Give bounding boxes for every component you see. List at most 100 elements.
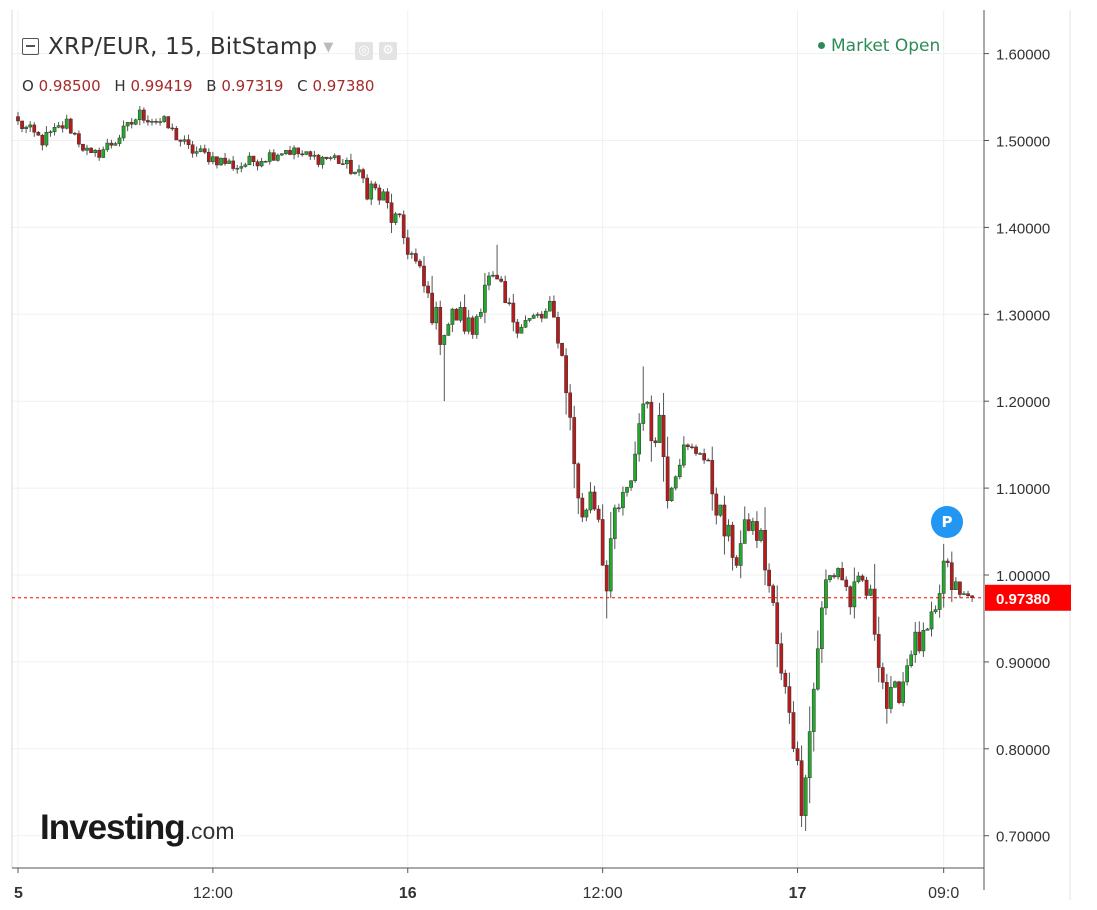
candle-body bbox=[690, 446, 694, 449]
candle-body bbox=[324, 156, 329, 159]
candle-up bbox=[117, 134, 122, 147]
candle-body bbox=[560, 342, 564, 356]
pattern-badge[interactable]: P bbox=[931, 506, 963, 538]
candle-body bbox=[158, 121, 162, 123]
candle-body bbox=[190, 144, 195, 154]
candle-down bbox=[572, 405, 577, 489]
candle-body bbox=[166, 116, 171, 129]
candle-down bbox=[787, 672, 792, 724]
candle-down bbox=[706, 458, 711, 462]
candle-up bbox=[345, 157, 349, 169]
y-tick-label: 0.90000 bbox=[996, 655, 1050, 672]
collapse-icon[interactable] bbox=[22, 38, 39, 55]
candle-down bbox=[349, 153, 353, 176]
candle-body bbox=[791, 712, 796, 749]
candle-up bbox=[393, 212, 398, 226]
ohlc-bid-value: 0.97319 bbox=[221, 77, 284, 95]
logo-suffix: .com bbox=[184, 818, 235, 844]
candle-body bbox=[243, 164, 248, 167]
candle-body bbox=[621, 492, 625, 509]
last-price-label: 0.97380 bbox=[996, 591, 1050, 608]
candle-body bbox=[288, 150, 292, 155]
candle-down bbox=[714, 487, 719, 525]
candle-up bbox=[357, 164, 361, 177]
candle-body bbox=[954, 581, 958, 590]
candle-body bbox=[320, 156, 325, 165]
candle-up bbox=[868, 584, 873, 597]
candle-body bbox=[349, 160, 353, 174]
candle-down bbox=[470, 315, 475, 339]
candle-body bbox=[860, 575, 865, 581]
candle-body bbox=[588, 491, 593, 511]
candle-up bbox=[909, 650, 914, 668]
candle-up bbox=[483, 273, 487, 324]
settings-icon[interactable]: ◎ bbox=[355, 42, 374, 60]
candle-down bbox=[397, 213, 402, 218]
candle-down bbox=[791, 701, 796, 753]
candle-body bbox=[401, 214, 406, 239]
candle-body bbox=[767, 569, 771, 587]
candle-down bbox=[576, 462, 581, 515]
candle-body bbox=[52, 127, 57, 133]
symbol-title[interactable]: XRP/EUR, 15, BitStamp ▼ bbox=[22, 34, 341, 60]
candle-up bbox=[584, 508, 589, 522]
candle-body bbox=[929, 611, 934, 630]
candle-body bbox=[937, 593, 942, 610]
candle-down bbox=[511, 293, 516, 332]
candle-body bbox=[60, 125, 65, 129]
candle-body bbox=[568, 392, 573, 418]
candle-body bbox=[832, 575, 836, 578]
candle-up bbox=[637, 413, 642, 462]
candle-down bbox=[864, 576, 869, 600]
candle-body bbox=[263, 161, 268, 163]
candle-down bbox=[734, 555, 739, 568]
candle-up bbox=[474, 314, 479, 339]
candle-up bbox=[48, 130, 53, 137]
candle-down bbox=[580, 492, 585, 523]
candle-up bbox=[523, 315, 528, 329]
candle-body bbox=[828, 575, 832, 580]
candle-body bbox=[466, 317, 471, 332]
candle-up bbox=[718, 504, 723, 518]
candle-body bbox=[799, 760, 804, 816]
candle-body bbox=[507, 302, 512, 304]
candle-body bbox=[734, 557, 739, 566]
candle-body bbox=[422, 265, 426, 287]
candle-up bbox=[133, 118, 138, 126]
candle-down bbox=[20, 120, 24, 133]
candle-up bbox=[24, 125, 28, 134]
candle-down bbox=[206, 148, 211, 165]
candle-body bbox=[746, 519, 751, 531]
candle-body bbox=[487, 275, 491, 286]
candle-body bbox=[864, 579, 869, 596]
candle-body bbox=[795, 748, 800, 761]
candle-down bbox=[154, 118, 158, 125]
candle-up bbox=[673, 475, 678, 491]
gear-icon[interactable]: ⚙ bbox=[379, 42, 398, 60]
candle-body bbox=[345, 160, 349, 165]
candle-body bbox=[48, 131, 53, 134]
candle-body bbox=[543, 310, 548, 319]
ohlc-high-label: H bbox=[114, 77, 126, 95]
candle-up bbox=[608, 511, 613, 599]
candle-down bbox=[832, 573, 836, 579]
candle-up bbox=[726, 519, 731, 542]
candle-body bbox=[661, 414, 666, 458]
candle-body bbox=[592, 491, 597, 510]
candle-body bbox=[454, 308, 459, 321]
candle-down bbox=[775, 585, 780, 668]
candle-body bbox=[389, 202, 394, 223]
candle-body bbox=[296, 147, 300, 155]
candle-body bbox=[16, 116, 20, 122]
candle-up bbox=[101, 146, 106, 159]
chevron-down-icon[interactable]: ▼ bbox=[323, 40, 334, 55]
candle-up bbox=[889, 676, 893, 714]
candle-down bbox=[949, 551, 954, 603]
candle-down bbox=[32, 122, 37, 137]
candle-down bbox=[795, 741, 800, 766]
candle-down bbox=[503, 275, 508, 304]
candle-down bbox=[373, 181, 378, 191]
candle-body bbox=[966, 593, 970, 596]
